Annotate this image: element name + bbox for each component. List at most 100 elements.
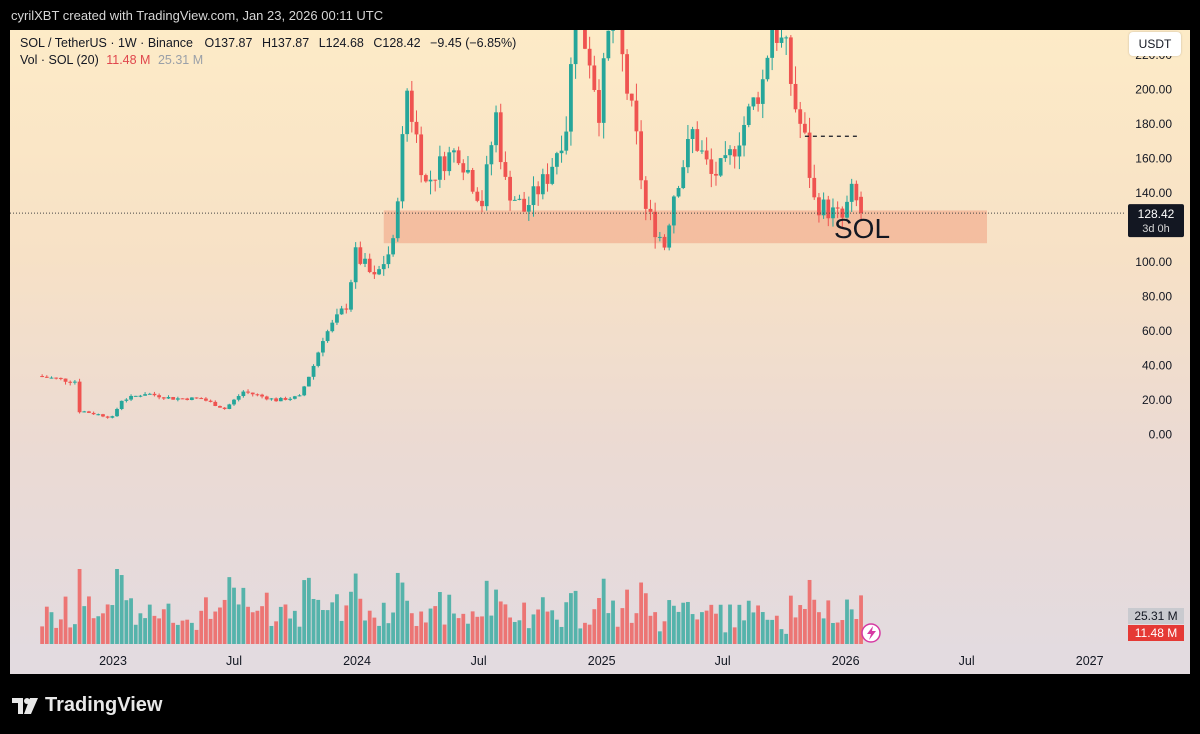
- volume-bar: [756, 605, 760, 644]
- volume-bar: [311, 598, 316, 644]
- candle-body: [751, 97, 756, 107]
- volume-bar: [746, 600, 751, 644]
- candle: [246, 389, 250, 395]
- volume-bar: [704, 610, 709, 644]
- candle-body: [306, 376, 311, 387]
- candle: [559, 135, 564, 163]
- candle: [96, 413, 101, 416]
- candle: [316, 351, 321, 368]
- vol-ma-tag-label: 25.31 M: [1134, 609, 1177, 623]
- volume-label[interactable]: Vol · SOL (20): [20, 53, 99, 67]
- volume-bar: [540, 597, 545, 644]
- candle: [606, 30, 611, 61]
- volume-bar: [592, 609, 597, 644]
- candle: [840, 206, 845, 228]
- candle-body: [246, 391, 250, 393]
- candle-body: [770, 30, 775, 58]
- volume-bar: [409, 613, 414, 644]
- candle-body: [480, 200, 484, 207]
- candle: [297, 394, 302, 397]
- candle-body: [101, 414, 105, 417]
- candle-body: [690, 129, 695, 139]
- volume-bar: [353, 573, 358, 644]
- candle: [760, 69, 765, 119]
- candle-body: [129, 395, 133, 400]
- change-value: −9.45 (−6.85%): [430, 36, 517, 50]
- volume-bar: [325, 610, 330, 644]
- x-tick-label: 2023: [99, 654, 127, 668]
- x-tick-label: 2027: [1076, 654, 1104, 668]
- price-chart[interactable]: SOL300.00280.00260.00240.00220.00200.001…: [10, 30, 1190, 674]
- candle-body: [367, 258, 372, 273]
- candle: [798, 101, 803, 139]
- volume-bar: [157, 618, 162, 644]
- candle: [620, 30, 625, 72]
- candle-body: [807, 132, 812, 178]
- candle-body: [63, 378, 68, 382]
- candle-body: [54, 377, 59, 379]
- candle-body: [316, 352, 321, 366]
- candle-body: [512, 199, 517, 201]
- candle: [311, 364, 316, 380]
- candle: [105, 415, 110, 419]
- x-tick-label: 2026: [832, 654, 860, 668]
- candle: [812, 164, 817, 200]
- candle: [503, 151, 508, 180]
- candle: [40, 374, 45, 378]
- candle: [189, 397, 194, 401]
- candle-body: [72, 381, 77, 383]
- volume-bar: [423, 622, 428, 644]
- candle: [260, 393, 264, 399]
- volume-bar: [306, 577, 311, 644]
- candle: [115, 407, 119, 417]
- candle: [152, 391, 157, 397]
- volume-bar: [480, 616, 484, 644]
- volume-bar: [597, 598, 601, 644]
- support-zone: [383, 210, 987, 244]
- candle-body: [321, 341, 325, 353]
- candle-body: [157, 395, 162, 398]
- countdown-label: 3d 0h: [1142, 223, 1170, 235]
- candle: [161, 396, 166, 400]
- candle-body: [732, 149, 737, 157]
- volume-bar: [709, 604, 714, 644]
- candle-body: [208, 400, 213, 402]
- candle-body: [447, 152, 452, 172]
- candle-body: [643, 180, 648, 209]
- candle: [58, 377, 63, 381]
- candle-body: [386, 254, 391, 265]
- volume-bar: [241, 587, 246, 644]
- candle-body: [522, 198, 527, 212]
- volume-bar: [428, 608, 433, 644]
- candle: [222, 407, 227, 410]
- volume-bar: [358, 598, 363, 644]
- candle-body: [784, 37, 789, 39]
- x-tick-label: Jul: [471, 654, 487, 668]
- candle: [704, 137, 709, 165]
- volume-bar: [58, 619, 63, 644]
- candle-body: [648, 208, 653, 212]
- candle: [133, 395, 138, 397]
- candle: [732, 145, 737, 169]
- events-lightning-icon[interactable]: [861, 623, 881, 643]
- candle-body: [746, 106, 751, 125]
- volume-bar: [802, 608, 807, 644]
- candle: [550, 158, 555, 186]
- chart-frame[interactable]: SOL300.00280.00260.00240.00220.00200.001…: [10, 30, 1190, 674]
- currency-button[interactable]: USDT: [1129, 32, 1181, 56]
- chart-annotation: SOL: [834, 213, 890, 244]
- candle-body: [372, 272, 377, 275]
- candle: [709, 148, 714, 188]
- volume-bar: [283, 604, 288, 644]
- candle: [742, 116, 746, 157]
- volume-bar: [129, 598, 133, 644]
- volume-bar: [68, 627, 73, 644]
- volume-bar: [569, 593, 573, 644]
- volume-bar: [601, 578, 606, 644]
- volume-bar: [686, 601, 690, 644]
- volume-bar: [662, 621, 667, 644]
- volume-bar: [124, 600, 129, 644]
- symbol-name[interactable]: SOL / TetherUS · 1W · Binance: [20, 36, 193, 50]
- candle-body: [671, 196, 676, 226]
- candle-body: [629, 93, 634, 101]
